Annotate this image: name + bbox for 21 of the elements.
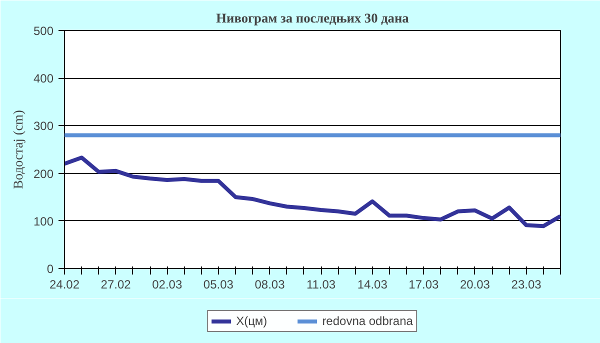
chart-title: Нивограм за последњих 30 дана <box>216 10 410 26</box>
x-tick-label: 05.03 <box>203 278 234 292</box>
legend-label: X(цм) <box>236 314 268 328</box>
y-tick-label: 300 <box>33 119 54 134</box>
x-tick-label: 24.02 <box>49 278 80 292</box>
x-tick-label: 17.03 <box>408 278 440 292</box>
y-tick-label: 400 <box>33 72 54 86</box>
y-tick-label: 100 <box>33 214 54 228</box>
x-tick-label: 11.03 <box>306 278 336 292</box>
x-tick-label: 27.02 <box>100 278 132 292</box>
y-tick-label: 500 <box>33 24 54 38</box>
y-tick-label: 0 <box>46 262 54 276</box>
y-tick-label: 200 <box>33 166 54 181</box>
x-tick-label: 02.03 <box>152 278 182 292</box>
y-axis-title: Водостај (cm) <box>10 110 26 189</box>
x-tick-label: 23.03 <box>511 278 542 292</box>
line-series <box>64 156 560 228</box>
x-tick-label: 14.03 <box>357 278 388 292</box>
x-tick-label: 08.03 <box>254 278 286 292</box>
legend-label: redovna odbrana <box>322 314 413 328</box>
x-tick-label: 20.03 <box>460 278 490 292</box>
